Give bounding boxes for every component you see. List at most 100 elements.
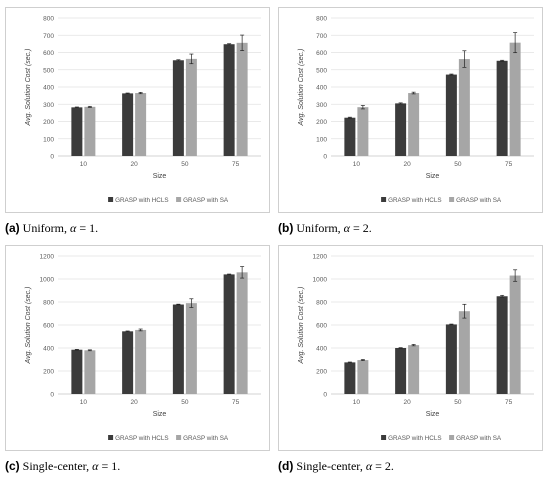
bar: [135, 329, 147, 394]
bar-chart-single-center-alpha1: 0 200 400 600 800 1000 1200 Avg. Solution Cost …: [25, 254, 261, 442]
bar: [344, 117, 356, 156]
y-tick-label: 1000: [40, 277, 55, 284]
bar: [496, 60, 508, 156]
legend-swatch: [108, 197, 114, 202]
legend-swatch: [449, 197, 455, 202]
legend-swatch: [176, 197, 182, 202]
bar: [122, 331, 134, 394]
y-axis-label: Avg. Solution Cost (sec.): [25, 287, 32, 365]
bar: [236, 272, 248, 394]
y-tick-label: 600: [43, 323, 54, 330]
bar: [496, 296, 508, 394]
x-tick-label: 50: [454, 161, 462, 168]
x-tick-label: 75: [232, 399, 240, 406]
caption-label: (d): [278, 459, 294, 473]
caption-alpha: α: [70, 221, 77, 235]
caption-b: (b) Uniform, α = 2.: [278, 221, 372, 236]
y-tick-label: 300: [316, 102, 327, 109]
x-tick-label: 10: [353, 161, 361, 168]
legend-label: GRASP with HCLS: [115, 197, 168, 204]
bar: [395, 348, 407, 394]
y-tick-label: 600: [316, 50, 327, 57]
bar: [509, 275, 521, 394]
bar-chart-single-center-alpha2: 0 200 400 600 800 1000 1200 Avg. Solution Cost …: [298, 254, 534, 442]
y-tick-label: 0: [50, 392, 54, 399]
legend-label: GRASP with HCLS: [388, 435, 441, 442]
x-tick-label: 20: [131, 161, 139, 168]
bar: [445, 74, 457, 156]
bar-chart-uniform-alpha1: 0 100 200 300 400 500 600 700 800 Avg. Solution C…: [25, 16, 261, 204]
bar: [135, 93, 147, 156]
x-axis-label: Size: [426, 411, 440, 418]
bar: [172, 304, 184, 394]
bar: [357, 360, 369, 394]
caption-label: (c): [5, 459, 20, 473]
y-tick-label: 300: [43, 102, 54, 109]
caption-text: Single-center,: [19, 459, 93, 473]
y-tick-label: 500: [43, 67, 54, 74]
y-tick-label: 1000: [313, 277, 328, 284]
y-axis-label: Avg. Solution Cost (sec.): [298, 287, 305, 365]
caption-text: Uniform,: [19, 221, 70, 235]
caption-rest: = 2.: [372, 459, 394, 473]
legend-swatch: [381, 435, 387, 440]
y-tick-label: 400: [316, 346, 327, 353]
x-tick-label: 75: [232, 161, 240, 168]
y-tick-label: 700: [43, 33, 54, 40]
x-axis-label: Size: [426, 173, 440, 180]
legend-swatch: [449, 435, 455, 440]
y-tick-label: 500: [316, 67, 327, 74]
bar: [408, 345, 420, 394]
bar: [236, 42, 248, 157]
y-tick-label: 800: [316, 16, 327, 23]
y-tick-label: 200: [316, 119, 327, 126]
y-tick-label: 600: [316, 323, 327, 330]
y-tick-label: 0: [323, 392, 327, 399]
bar: [458, 59, 470, 156]
caption-rest: = 2.: [349, 221, 372, 235]
y-tick-label: 200: [43, 369, 54, 376]
bar: [395, 103, 407, 156]
x-tick-label: 50: [454, 399, 462, 406]
caption-c: (c) Single-center, α = 1.: [5, 459, 120, 474]
bar: [172, 60, 184, 157]
bar: [344, 362, 356, 394]
bar: [84, 106, 96, 156]
x-tick-label: 50: [181, 399, 189, 406]
bar: [357, 107, 369, 156]
y-tick-label: 400: [43, 346, 54, 353]
chart-panel-d: 0 200 400 600 800 1000 1200 Avg. Solution Cost …: [278, 245, 543, 451]
y-tick-label: 100: [43, 136, 54, 143]
caption-alpha: α: [343, 221, 350, 235]
bar: [185, 58, 197, 156]
y-tick-label: 100: [316, 136, 327, 143]
legend-label: GRASP with HCLS: [388, 197, 441, 204]
caption-alpha: α: [365, 459, 373, 473]
bar: [408, 93, 420, 156]
y-tick-label: 800: [43, 300, 54, 307]
chart-panel-c: 0 200 400 600 800 1000 1200 Avg. Solution Cost …: [5, 245, 270, 451]
caption-a: (a) Uniform, α = 1.: [5, 221, 98, 236]
x-axis-label: Size: [153, 173, 167, 180]
legend-label: GRASP with HCLS: [115, 435, 168, 442]
y-tick-label: 0: [50, 154, 54, 161]
y-tick-label: 700: [316, 33, 327, 40]
x-tick-label: 20: [404, 399, 412, 406]
x-tick-label: 75: [505, 399, 513, 406]
bar: [445, 324, 457, 394]
legend-swatch: [381, 197, 387, 202]
caption-text: Single-center,: [293, 459, 366, 473]
x-tick-label: 20: [404, 161, 412, 168]
x-tick-label: 20: [131, 399, 139, 406]
legend-label: GRASP with SA: [456, 197, 502, 204]
x-tick-label: 10: [80, 161, 88, 168]
y-tick-label: 200: [43, 119, 54, 126]
x-tick-label: 75: [505, 161, 513, 168]
legend-swatch: [176, 435, 182, 440]
bar: [71, 349, 83, 394]
chart-panel-a: 0 100 200 300 400 500 600 700 800 Avg. Solution C…: [5, 7, 270, 213]
y-tick-label: 200: [316, 369, 327, 376]
y-tick-label: 400: [43, 85, 54, 92]
bar: [122, 93, 134, 156]
chart-panel-b: 0 100 200 300 400 500 600 700 800 Avg. Solution C…: [278, 7, 543, 213]
